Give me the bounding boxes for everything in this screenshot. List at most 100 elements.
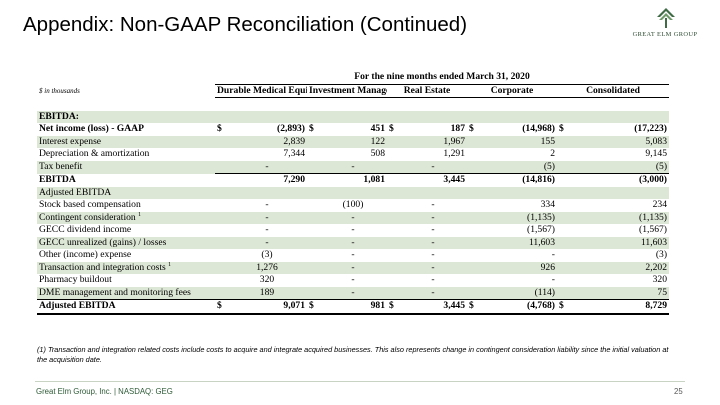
elm-tree-logo-icon (657, 8, 675, 28)
cell-corporate: (14,816) (479, 173, 557, 187)
cell-consolidated: 75 (569, 286, 670, 300)
page-number: 25 (674, 387, 683, 396)
row-label: Net income (loss) - GAAP (39, 123, 144, 134)
dollar-sign: $ (215, 299, 227, 315)
row-label: GECC unrealized (gains) / losses (37, 236, 215, 249)
row-label: Stock based compensation (39, 199, 141, 210)
dollar-sign: $ (389, 123, 394, 134)
cell-dme: 189 (227, 286, 307, 300)
footer-company: Great Elm Group, Inc. | NASDAQ: GEG (36, 387, 173, 396)
cell-consolidated: 2,202 (569, 261, 670, 274)
cell-corporate: (1,567) (527, 224, 555, 235)
table-row: Adjusted EBITDA (37, 186, 670, 199)
table-row: Contingent consideration 1 - - - (1,135)… (37, 211, 670, 224)
spacer-row (37, 98, 669, 111)
period-header-row: For the nine months ended March 31, 2020 (37, 71, 670, 85)
cell-corporate: (14,968) (522, 123, 555, 134)
footer-divider (35, 381, 685, 382)
cell-dme: 7,344 (283, 148, 305, 159)
cell-investment-management: - (319, 236, 387, 249)
column-header-corporate: Corporate (467, 84, 557, 98)
cell-corporate: 926 (479, 261, 557, 274)
cell-real-estate: - (399, 236, 467, 249)
table-row: Stock based compensation - (100) - 334 2… (37, 199, 669, 212)
slide-title: Appendix: Non-GAAP Reconciliation (Conti… (23, 13, 468, 36)
cell-consolidated: 5,083 (569, 135, 670, 148)
cell-dme: 9,071 (227, 299, 307, 315)
cell-dme: - (265, 199, 269, 210)
cell-investment-management: - (319, 286, 387, 300)
cell-consolidated: 8,729 (569, 299, 670, 315)
row-label: Depreciation & amortization (39, 148, 150, 159)
footnote-marker: 1 (138, 211, 142, 218)
section-row: EBITDA: (37, 110, 670, 123)
dollar-sign: $ (217, 123, 222, 134)
cell-investment-management: 1,081 (319, 173, 387, 187)
dollar-sign: $ (557, 299, 569, 315)
cell-real-estate: 3,445 (399, 173, 467, 187)
row-label: Pharmacy buildout (39, 274, 112, 285)
cell-dme: - (227, 236, 307, 249)
cell-real-estate: - (399, 286, 467, 300)
cell-corporate: 334 (540, 199, 555, 210)
cell-corporate: 11,603 (479, 236, 557, 249)
cell-corporate: 2 (550, 148, 555, 159)
cell-corporate: (5) (479, 160, 557, 174)
cell-investment-management: 508 (370, 148, 385, 159)
cell-consolidated: (3,000) (569, 173, 670, 187)
row-label: Interest expense (37, 135, 215, 148)
row-label: Transaction and integration costs (39, 261, 166, 273)
table-row-ebitda: EBITDA 7,290 1,081 3,445 (14,816) (3,000… (37, 173, 670, 187)
cell-dme: (3) (261, 249, 273, 260)
cell-real-estate: - (431, 199, 435, 210)
reconciliation-table: For the nine months ended March 31, 2020… (37, 71, 670, 315)
logo-text: GREAT ELM GROUP (632, 31, 698, 38)
dollar-sign: $ (309, 123, 314, 134)
table-row: Transaction and integration costs 1 1,27… (37, 261, 670, 274)
row-label: Other (income) expense (39, 249, 132, 260)
cell-dme: 2,839 (227, 135, 307, 148)
cell-corporate: - (551, 249, 555, 260)
table-row: Pharmacy buildout 320 - - - 320 (37, 274, 669, 287)
cell-dme: - (227, 211, 307, 224)
company-logo: GREAT ELM GROUP (624, 8, 706, 42)
footnote-marker: 1 (168, 261, 172, 268)
section-label: EBITDA: (37, 110, 215, 123)
cell-investment-management: - (351, 274, 355, 285)
cell-real-estate: 3,445 (399, 299, 467, 315)
cell-consolidated: 320 (652, 274, 668, 285)
cell-consolidated: (17,223) (634, 123, 668, 134)
row-label: DME management and monitoring fees (37, 286, 215, 300)
table-row: Depreciation & amortization 7,344 508 1,… (37, 148, 669, 161)
cell-real-estate: - (399, 261, 467, 274)
cell-consolidated: (1,135) (569, 211, 670, 224)
cell-dme: - (227, 160, 307, 174)
cell-consolidated: 9,145 (645, 148, 668, 159)
table-row: Tax benefit - - - (5) (5) (37, 160, 670, 174)
cell-consolidated: (5) (569, 160, 670, 174)
cell-investment-management: (100) (342, 199, 364, 210)
cell-consolidated: (1,567) (639, 224, 668, 235)
cell-real-estate: 187 (450, 123, 465, 134)
cell-consolidated: (3) (655, 249, 668, 260)
cell-corporate: (114) (479, 286, 557, 300)
table-row: GECC unrealized (gains) / losses - - - 1… (37, 236, 670, 249)
dollar-sign: $ (387, 299, 399, 315)
column-header-row: $ in thousands Durable Medical Equipment… (37, 84, 670, 98)
cell-investment-management: 981 (319, 299, 387, 315)
column-header-investment-management: Investment Management (307, 84, 387, 98)
column-header-real-estate: Real Estate (387, 84, 467, 98)
row-label: EBITDA (39, 173, 76, 185)
dollar-sign: $ (467, 299, 479, 315)
row-label: Contingent consideration (39, 211, 136, 223)
row-label: GECC dividend income (39, 224, 132, 235)
cell-investment-management: - (319, 211, 387, 224)
cell-dme: 7,290 (227, 173, 307, 187)
dollar-sign: $ (559, 123, 564, 134)
table-row-adjusted-ebitda: Adjusted EBITDA $9,071 $981 $3,445 $ (4,7… (37, 299, 670, 315)
row-label: Tax benefit (37, 160, 215, 174)
cell-dme: 320 (259, 274, 275, 285)
table-row: Interest expense 2,839 122 1,967 155 5,0… (37, 135, 670, 148)
cell-investment-management: - (351, 249, 355, 260)
units-label: $ in thousands (39, 87, 80, 95)
